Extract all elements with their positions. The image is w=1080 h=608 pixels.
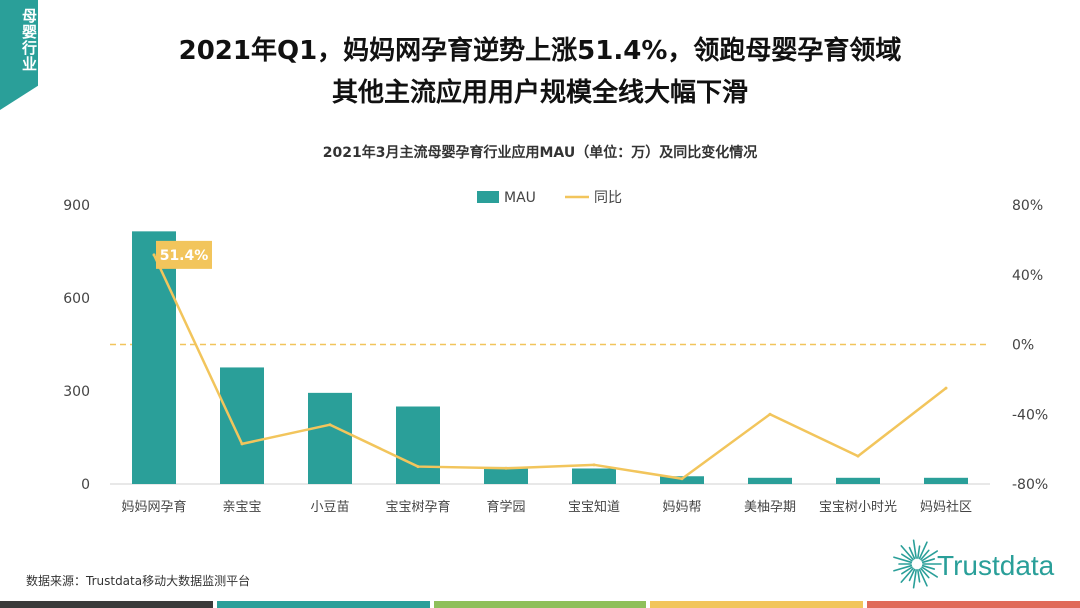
burst-ray [908, 546, 916, 560]
burst-ray [912, 539, 917, 559]
y-right-tick-label: 80% [1012, 198, 1043, 214]
mau-bar [308, 392, 352, 484]
mau-yoy-chart: MAU 同比 0 300 600 900 -80% -40% 0% 40% 80% 妈妈网孕育 亲宝宝 小… [63, 190, 1048, 515]
bottom-bar-segment-5 [867, 601, 1080, 608]
x-category-label: 亲宝宝 [222, 500, 261, 515]
yoy-point [328, 423, 332, 427]
bottom-bar-segment-3 [433, 601, 647, 608]
bottom-bar-segment-4 [650, 601, 864, 608]
mau-bar [748, 477, 792, 484]
burst-ray [921, 566, 938, 578]
yoy-point [680, 477, 684, 481]
y-right-tick-label: -40% [1012, 407, 1048, 423]
legend-swatch-mau [477, 191, 499, 203]
burst-ray [900, 545, 914, 561]
burst-ray [893, 556, 913, 564]
x-category-label: 妈妈帮 [662, 500, 701, 515]
bottom-bar-segment-2 [216, 601, 430, 608]
x-category-label: 宝宝树小时光 [819, 500, 897, 515]
trustdata-logo: Trustdata [893, 536, 1068, 592]
burst-ray [918, 541, 928, 560]
mau-bar [220, 367, 264, 484]
mau-bar [572, 468, 616, 484]
yoy-point [944, 386, 948, 390]
logo-wordmark: Trustdata [937, 550, 1055, 581]
yoy-callout: 51.4% [156, 240, 212, 269]
yoy-point [152, 253, 156, 257]
burst-ray [917, 545, 921, 559]
bottom-bar-segment-1 [0, 601, 213, 608]
y-left-tick-label: 900 [63, 198, 90, 214]
callout-label: 51.4% [160, 248, 209, 264]
yoy-line [152, 254, 947, 481]
burst-ray [893, 564, 913, 572]
mau-bar [924, 477, 968, 484]
y-right-tick-label: 0% [1012, 338, 1034, 354]
burst-ray [908, 568, 916, 582]
callout-box [156, 240, 212, 269]
burst-icon [893, 539, 942, 589]
burst-ray [912, 569, 917, 589]
burst-ray [921, 558, 936, 564]
data-source: 数据来源：Trustdata移动大数据监测平台 [26, 574, 251, 588]
burst-ray [900, 567, 914, 583]
yoy-point [856, 454, 860, 458]
y-left-tick-label: 300 [63, 384, 90, 400]
yoy-point [240, 442, 244, 446]
y-right-tick-label: -80% [1012, 477, 1048, 493]
burst-ray [901, 566, 913, 575]
yoy-point [592, 463, 596, 467]
legend-label-mau: MAU [504, 190, 536, 206]
mau-bar [396, 406, 440, 484]
chart-legend: MAU 同比 [477, 190, 622, 206]
y-left-tick-label: 0 [81, 477, 90, 493]
mau-bar [836, 477, 880, 484]
burst-ray [921, 550, 938, 562]
burst-ray [918, 568, 928, 587]
mau-bar [484, 466, 528, 484]
burst-ray [920, 567, 930, 579]
x-category-label: 宝宝知道 [568, 499, 620, 515]
yoy-point [768, 412, 772, 416]
y-left-tick-label: 600 [63, 291, 90, 307]
x-category-label: 妈妈网孕育 [121, 499, 186, 515]
yoy-point [504, 466, 508, 470]
x-category-label: 宝宝树孕育 [385, 499, 450, 515]
x-category-label: 小豆苗 [310, 500, 349, 515]
x-category-label: 妈妈社区 [920, 499, 972, 515]
mau-bar [132, 231, 176, 484]
chart-title: 2021年3月主流母婴孕育行业应用MAU（单位：万）及同比变化情况 [322, 145, 758, 161]
burst-ray [920, 549, 930, 561]
bottom-color-bar [0, 601, 1080, 608]
x-category-label: 美柚孕期 [744, 500, 796, 515]
yoy-point [416, 465, 420, 469]
y-right-tick-label: 40% [1012, 268, 1043, 284]
industry-tag: 母婴行业 [0, 0, 38, 110]
page-title-line1: 2021年Q1，妈妈网孕育逆势上涨51.4%，领跑母婴孕育领域 [178, 36, 902, 66]
burst-ray [917, 569, 921, 583]
x-category-label: 育学园 [486, 499, 525, 515]
legend-label-yoy: 同比 [594, 190, 622, 206]
burst-ray [921, 564, 936, 570]
burst-ray [901, 553, 913, 562]
page-title-line2: 其他主流应用用户规模全线大幅下滑 [331, 78, 748, 108]
industry-tag-label: 母婴行业 [20, 8, 38, 72]
